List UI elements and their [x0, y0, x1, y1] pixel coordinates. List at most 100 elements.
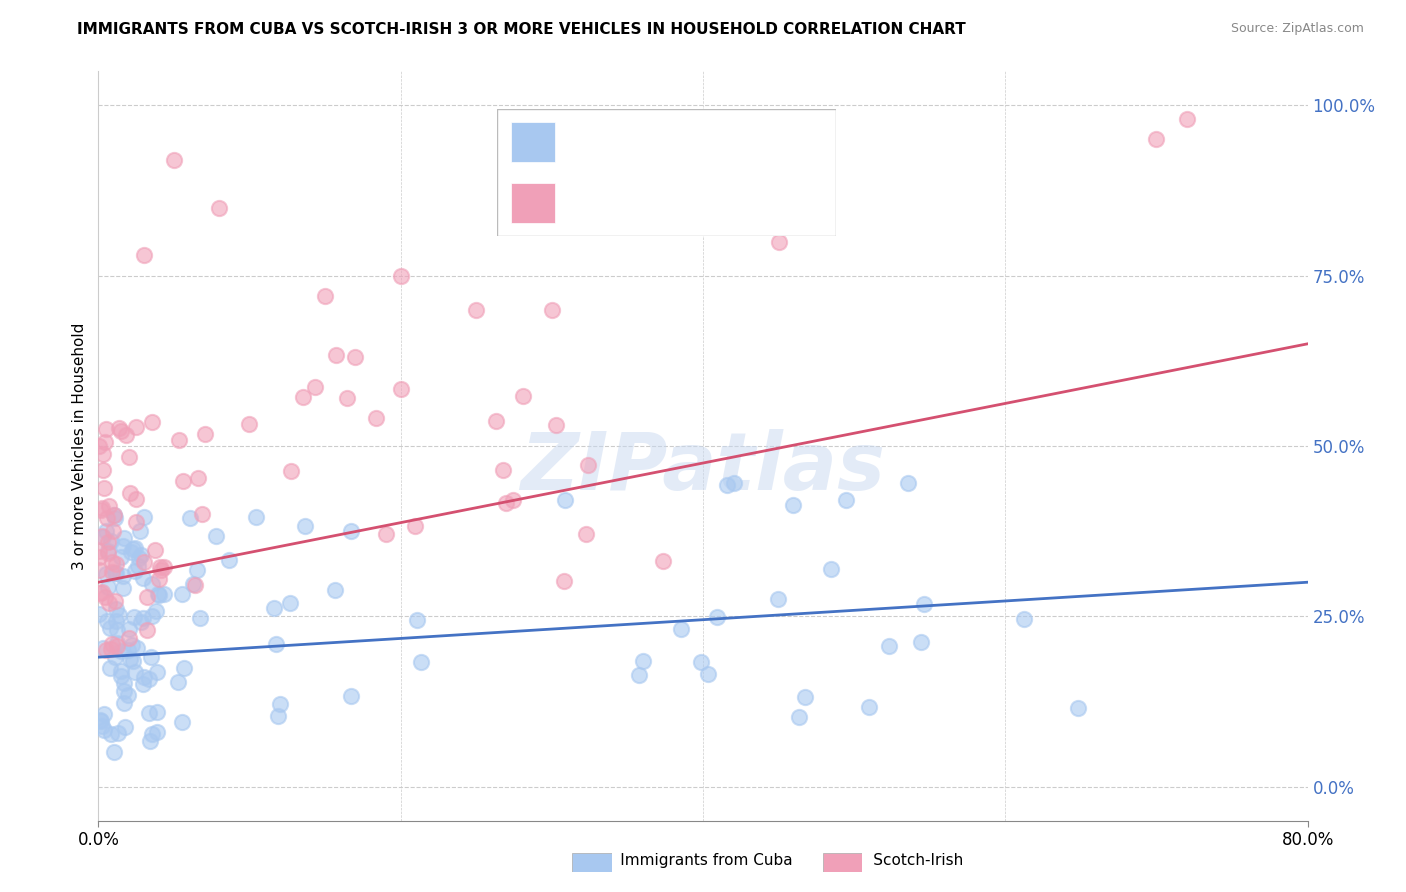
Point — [148, 588, 170, 602]
Point — [104, 511, 127, 525]
Point — [138, 706, 160, 720]
Point — [132, 509, 155, 524]
Point — [89, 607, 111, 621]
Point — [723, 475, 745, 490]
Point — [107, 607, 129, 622]
Point — [716, 477, 738, 491]
Point — [118, 631, 141, 645]
Text: ZIPatlas: ZIPatlas — [520, 429, 886, 508]
Point — [616, 201, 638, 215]
Point — [269, 697, 291, 711]
Point — [97, 580, 120, 594]
Point — [340, 524, 363, 538]
Point — [389, 268, 412, 283]
Point — [135, 590, 157, 604]
Point — [96, 510, 118, 524]
Point — [97, 535, 120, 549]
Point — [93, 707, 115, 722]
Text: Source: ZipAtlas.com: Source: ZipAtlas.com — [1230, 22, 1364, 36]
Point — [336, 391, 359, 405]
Point — [238, 417, 260, 432]
Point — [107, 726, 129, 740]
Point — [108, 421, 131, 435]
Point — [409, 655, 432, 669]
Point — [294, 519, 316, 533]
Point — [125, 491, 148, 506]
Point — [912, 597, 935, 611]
Point — [89, 563, 111, 577]
Point — [111, 568, 134, 582]
Point — [706, 610, 728, 624]
Point — [121, 541, 143, 556]
Point — [96, 524, 118, 539]
Point — [389, 383, 412, 397]
Point — [90, 714, 112, 729]
Point — [492, 463, 515, 477]
Point — [132, 248, 155, 262]
Point — [263, 601, 285, 615]
Point — [406, 613, 429, 627]
Point — [782, 498, 804, 512]
Point — [553, 574, 575, 588]
Point — [138, 673, 160, 687]
Point — [1014, 612, 1036, 626]
Point — [208, 201, 231, 215]
Point — [314, 289, 336, 303]
Point — [465, 302, 488, 317]
Point — [179, 511, 201, 525]
Point — [104, 602, 127, 616]
Point — [111, 539, 134, 553]
Point — [89, 543, 111, 558]
Point — [897, 475, 920, 490]
Text: Scotch-Irish: Scotch-Irish — [844, 854, 963, 868]
Point — [101, 524, 124, 538]
Point — [576, 458, 599, 472]
Point — [103, 508, 125, 523]
Point — [96, 543, 118, 558]
Point — [94, 566, 117, 581]
Point — [97, 499, 120, 513]
Point — [118, 622, 141, 636]
Point — [104, 594, 127, 608]
Point — [91, 719, 114, 733]
Point — [129, 548, 152, 562]
Point — [128, 551, 150, 566]
Point — [266, 637, 288, 651]
Point — [114, 720, 136, 734]
Point — [91, 530, 114, 544]
Point — [100, 533, 122, 548]
Point — [188, 611, 211, 625]
Point — [697, 667, 720, 681]
Point — [245, 509, 267, 524]
Point — [112, 531, 135, 545]
Point — [127, 559, 149, 574]
Point — [170, 714, 193, 729]
Point — [205, 528, 228, 542]
Point — [172, 587, 194, 601]
Point — [145, 604, 167, 618]
Point — [485, 414, 508, 428]
Point — [98, 621, 121, 635]
Point — [1066, 701, 1088, 715]
Point — [89, 585, 111, 599]
Point — [546, 418, 568, 433]
Point — [304, 379, 326, 393]
Point — [94, 434, 117, 449]
Point — [145, 725, 167, 739]
Point — [110, 549, 132, 564]
Point — [107, 623, 129, 637]
Point — [120, 545, 142, 559]
Point — [141, 726, 163, 740]
Point — [858, 700, 880, 714]
Point — [575, 526, 598, 541]
Point — [146, 586, 169, 600]
FancyBboxPatch shape — [572, 853, 612, 872]
Point — [139, 650, 162, 665]
Point — [375, 527, 398, 541]
Point — [291, 390, 314, 404]
Point — [183, 578, 205, 592]
Point — [120, 485, 142, 500]
Point — [110, 424, 132, 438]
Text: Immigrants from Cuba: Immigrants from Cuba — [591, 854, 792, 868]
Point — [91, 463, 114, 477]
